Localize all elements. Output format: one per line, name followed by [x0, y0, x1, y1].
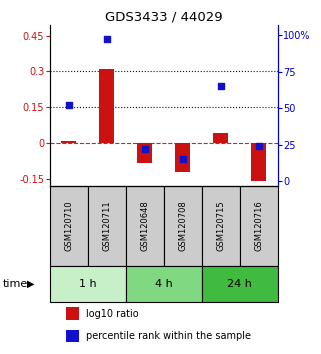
Bar	[66, 307, 79, 320]
Point	[256, 143, 261, 149]
Bar	[61, 141, 76, 143]
Text: time: time	[3, 279, 29, 289]
Text: percentile rank within the sample: percentile rank within the sample	[86, 331, 251, 341]
Bar	[213, 133, 228, 143]
Text: 4 h: 4 h	[155, 279, 173, 289]
Bar	[126, 266, 202, 302]
Text: GSM120710: GSM120710	[64, 201, 73, 251]
Bar	[50, 186, 88, 266]
Text: log10 ratio: log10 ratio	[86, 309, 139, 319]
Text: ▶: ▶	[27, 279, 35, 289]
Bar	[88, 186, 126, 266]
Bar	[50, 266, 126, 302]
Point	[142, 146, 147, 152]
Bar	[175, 143, 190, 172]
Point	[180, 156, 185, 162]
Bar	[99, 69, 114, 143]
Point	[66, 102, 71, 108]
Bar	[202, 186, 240, 266]
Title: GDS3433 / 44029: GDS3433 / 44029	[105, 11, 222, 24]
Bar	[240, 186, 278, 266]
Text: 1 h: 1 h	[79, 279, 97, 289]
Point	[218, 83, 223, 89]
Text: GSM120648: GSM120648	[140, 201, 149, 251]
Text: 24 h: 24 h	[227, 279, 252, 289]
Bar	[137, 143, 152, 163]
Text: GSM120715: GSM120715	[216, 201, 225, 251]
Bar	[202, 266, 278, 302]
Bar	[164, 186, 202, 266]
Bar	[251, 143, 266, 181]
Bar	[126, 186, 164, 266]
Text: GSM120711: GSM120711	[102, 201, 111, 251]
Bar	[66, 330, 79, 342]
Text: GSM120716: GSM120716	[254, 201, 263, 251]
Point	[104, 36, 109, 42]
Text: GSM120708: GSM120708	[178, 201, 187, 251]
